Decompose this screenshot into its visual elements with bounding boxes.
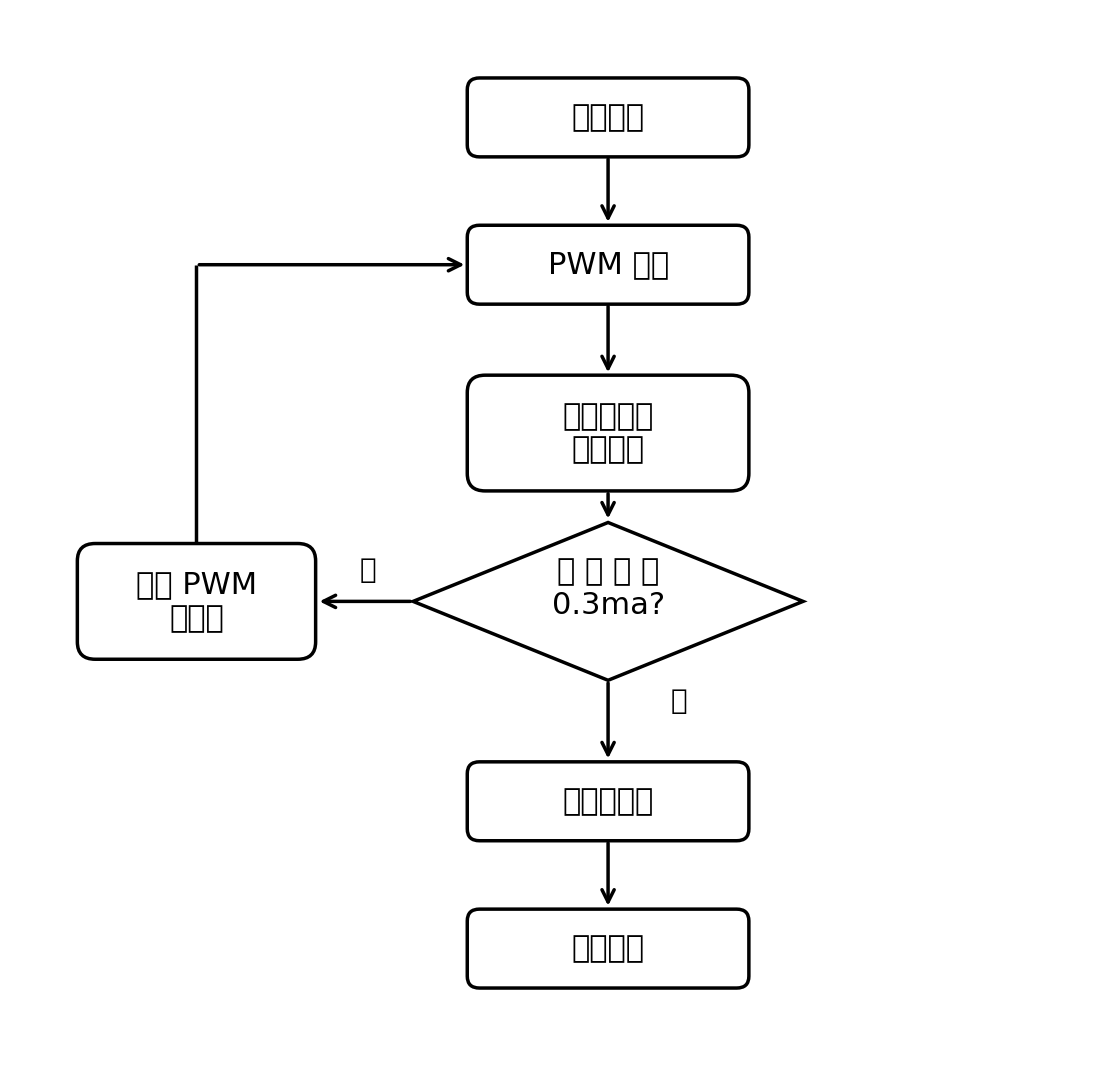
FancyBboxPatch shape: [467, 78, 749, 157]
Polygon shape: [414, 522, 803, 680]
FancyBboxPatch shape: [467, 225, 749, 304]
FancyBboxPatch shape: [78, 544, 316, 659]
Text: 否: 否: [360, 555, 376, 584]
Text: 增大 PWM
输出值: 增大 PWM 输出值: [136, 570, 257, 633]
Text: 记录电压值: 记录电压值: [563, 787, 654, 815]
Text: 开始测量: 开始测量: [572, 103, 645, 132]
Text: 是: 是: [670, 688, 687, 715]
FancyBboxPatch shape: [467, 909, 749, 988]
Text: PWM 输出: PWM 输出: [547, 251, 669, 279]
Text: 采集电流值
和电压值: 采集电流值 和电压值: [563, 402, 654, 465]
Text: 电 流 达 到
0.3ma?: 电 流 达 到 0.3ma?: [552, 558, 665, 620]
Text: 结束测量: 结束测量: [572, 934, 645, 963]
FancyBboxPatch shape: [467, 762, 749, 841]
FancyBboxPatch shape: [467, 375, 749, 491]
